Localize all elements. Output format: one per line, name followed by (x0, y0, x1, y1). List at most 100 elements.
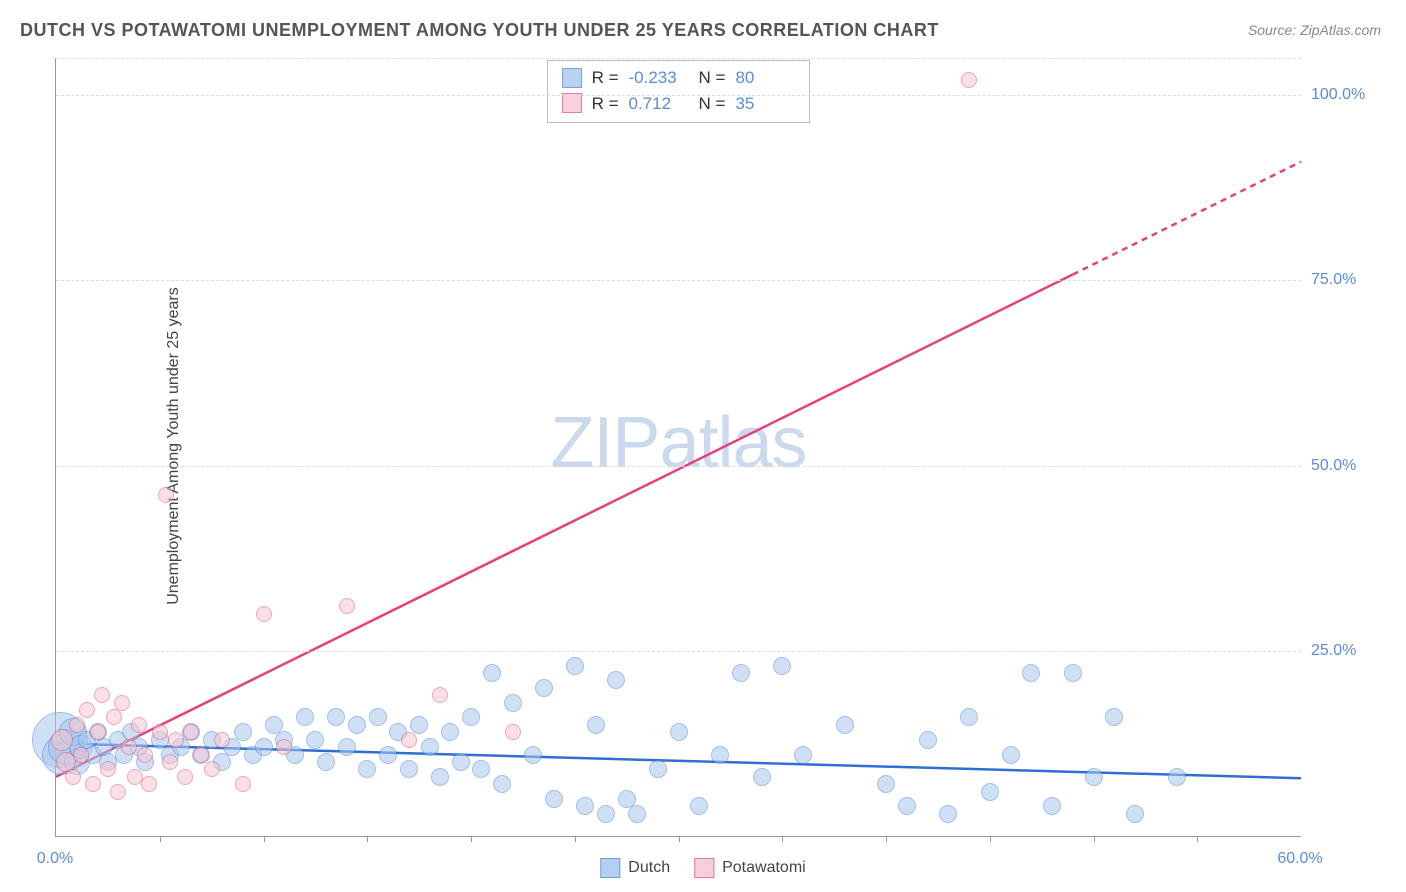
scatter-point (158, 487, 174, 503)
scatter-point (432, 687, 448, 703)
legend-item: Potawatomi (694, 858, 806, 878)
scatter-point (628, 805, 646, 823)
scatter-point (587, 716, 605, 734)
scatter-point (576, 797, 594, 815)
scatter-point (981, 783, 999, 801)
scatter-point (358, 760, 376, 778)
scatter-point (193, 747, 209, 763)
scatter-point (452, 753, 470, 771)
scatter-point (597, 805, 615, 823)
scatter-point (85, 776, 101, 792)
scatter-point (204, 761, 220, 777)
y-tick-label: 25.0% (1311, 642, 1381, 660)
x-tick-mark (1094, 836, 1095, 842)
scatter-point (670, 723, 688, 741)
scatter-point (431, 768, 449, 786)
scatter-point (327, 708, 345, 726)
x-tick-mark (575, 836, 576, 842)
scatter-point (234, 723, 252, 741)
scatter-point (1022, 664, 1040, 682)
scatter-point (472, 760, 490, 778)
legend-item: Dutch (600, 858, 670, 878)
x-tick-mark (782, 836, 783, 842)
scatter-point (1168, 768, 1186, 786)
correlation-legend: R =-0.233N =80R = 0.712N =35 (547, 60, 811, 123)
scatter-point (214, 732, 230, 748)
scatter-point (794, 746, 812, 764)
scatter-point (369, 708, 387, 726)
scatter-point (836, 716, 854, 734)
scatter-point (939, 805, 957, 823)
source-citation: Source: ZipAtlas.com (1248, 22, 1381, 38)
scatter-point (141, 776, 157, 792)
scatter-point (421, 738, 439, 756)
scatter-point (410, 716, 428, 734)
scatter-point (168, 732, 184, 748)
legend-swatch (562, 68, 582, 88)
scatter-point (1105, 708, 1123, 726)
scatter-point (338, 738, 356, 756)
scatter-point (79, 702, 95, 718)
scatter-point (607, 671, 625, 689)
x-tick-mark (679, 836, 680, 842)
scatter-point (256, 606, 272, 622)
x-tick-label: 60.0% (1277, 850, 1322, 868)
scatter-point (400, 760, 418, 778)
x-tick-mark (990, 836, 991, 842)
scatter-point (877, 775, 895, 793)
scatter-point (114, 695, 130, 711)
scatter-point (152, 724, 168, 740)
r-label: R = (592, 65, 619, 91)
chart-plot-area: ZIPatlas R =-0.233N =80R = 0.712N =35 25… (55, 58, 1301, 837)
n-value: 80 (735, 65, 795, 91)
trend-line (56, 274, 1073, 776)
scatter-point (162, 754, 178, 770)
scatter-point (348, 716, 366, 734)
n-label: N = (699, 65, 726, 91)
grid-line (56, 651, 1301, 652)
scatter-point (545, 790, 563, 808)
scatter-point (51, 729, 73, 751)
scatter-point (462, 708, 480, 726)
trend-line (56, 743, 1301, 778)
scatter-point (898, 797, 916, 815)
legend-label: Dutch (628, 859, 670, 877)
scatter-point (276, 739, 292, 755)
scatter-point (401, 732, 417, 748)
scatter-point (960, 708, 978, 726)
y-tick-label: 100.0% (1311, 86, 1381, 104)
chart-title: DUTCH VS POTAWATOMI UNEMPLOYMENT AMONG Y… (20, 20, 939, 41)
scatter-point (961, 72, 977, 88)
y-tick-label: 50.0% (1311, 457, 1381, 475)
scatter-point (379, 746, 397, 764)
legend-label: Potawatomi (722, 859, 806, 877)
x-tick-mark (886, 836, 887, 842)
scatter-point (1064, 664, 1082, 682)
y-tick-label: 75.0% (1311, 271, 1381, 289)
scatter-point (504, 694, 522, 712)
scatter-point (690, 797, 708, 815)
scatter-point (296, 708, 314, 726)
grid-line (56, 466, 1301, 467)
scatter-point (773, 657, 791, 675)
trend-line-dashed (1073, 162, 1301, 275)
legend-swatch (600, 858, 620, 878)
scatter-point (505, 724, 521, 740)
scatter-point (535, 679, 553, 697)
scatter-point (177, 769, 193, 785)
scatter-point (339, 598, 355, 614)
x-tick-mark (471, 836, 472, 842)
scatter-point (183, 724, 199, 740)
scatter-point (110, 784, 126, 800)
scatter-point (69, 717, 85, 733)
legend-swatch (694, 858, 714, 878)
scatter-point (100, 761, 116, 777)
scatter-point (106, 709, 122, 725)
scatter-point (732, 664, 750, 682)
x-tick-mark (264, 836, 265, 842)
grid-line (56, 95, 1301, 96)
scatter-point (1126, 805, 1144, 823)
scatter-point (121, 739, 137, 755)
scatter-point (306, 731, 324, 749)
grid-line (56, 58, 1301, 59)
